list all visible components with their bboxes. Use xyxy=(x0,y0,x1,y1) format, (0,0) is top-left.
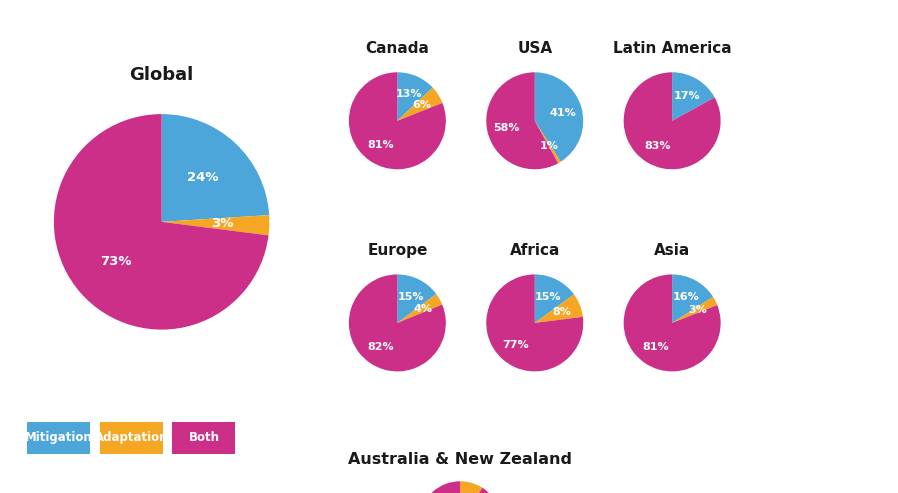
Text: 16%: 16% xyxy=(673,292,700,302)
Wedge shape xyxy=(624,72,720,169)
Text: 83%: 83% xyxy=(644,141,671,151)
Text: 58%: 58% xyxy=(493,123,520,133)
Wedge shape xyxy=(348,275,445,371)
Wedge shape xyxy=(397,72,433,121)
Title: Africa: Africa xyxy=(509,244,560,258)
Wedge shape xyxy=(672,72,715,121)
Text: 77%: 77% xyxy=(502,340,529,350)
Text: 81%: 81% xyxy=(367,140,394,150)
Text: 82%: 82% xyxy=(368,342,394,352)
Text: 24%: 24% xyxy=(187,172,219,184)
Wedge shape xyxy=(162,114,269,222)
Title: Asia: Asia xyxy=(654,244,691,258)
Text: Mitigation: Mitigation xyxy=(24,431,92,444)
Wedge shape xyxy=(535,294,583,323)
Wedge shape xyxy=(348,72,445,169)
Wedge shape xyxy=(534,72,583,162)
Text: 15%: 15% xyxy=(534,292,561,302)
FancyBboxPatch shape xyxy=(172,422,235,454)
Text: 17%: 17% xyxy=(674,91,700,101)
Title: Canada: Canada xyxy=(365,41,429,56)
Wedge shape xyxy=(486,275,583,371)
Text: 6%: 6% xyxy=(412,100,431,110)
Text: 3%: 3% xyxy=(689,305,708,315)
Wedge shape xyxy=(534,275,574,323)
Text: 15%: 15% xyxy=(397,292,424,302)
Text: 73%: 73% xyxy=(101,255,132,268)
Text: 1%: 1% xyxy=(540,141,559,151)
Text: 3%: 3% xyxy=(211,217,233,230)
Title: Latin America: Latin America xyxy=(612,41,732,56)
Wedge shape xyxy=(162,215,269,235)
FancyBboxPatch shape xyxy=(100,422,163,454)
Wedge shape xyxy=(672,275,713,323)
Wedge shape xyxy=(397,275,436,323)
Text: 4%: 4% xyxy=(413,304,432,314)
Wedge shape xyxy=(672,297,718,323)
Text: 8%: 8% xyxy=(552,307,571,317)
Wedge shape xyxy=(623,275,720,371)
Wedge shape xyxy=(397,294,442,323)
Wedge shape xyxy=(397,88,443,121)
Title: USA: USA xyxy=(517,41,552,56)
FancyBboxPatch shape xyxy=(27,422,90,454)
Wedge shape xyxy=(535,121,560,163)
Text: 13%: 13% xyxy=(396,89,422,99)
Title: Europe: Europe xyxy=(367,244,427,258)
Text: 81%: 81% xyxy=(642,342,669,352)
Wedge shape xyxy=(419,481,501,493)
Wedge shape xyxy=(460,481,482,493)
Title: Global: Global xyxy=(129,66,194,84)
Text: Adaptation: Adaptation xyxy=(94,431,168,444)
Title: Australia & New Zealand: Australia & New Zealand xyxy=(348,452,572,467)
Text: 41%: 41% xyxy=(550,107,577,118)
Wedge shape xyxy=(54,114,269,330)
Wedge shape xyxy=(487,72,559,169)
Text: Both: Both xyxy=(189,431,219,444)
